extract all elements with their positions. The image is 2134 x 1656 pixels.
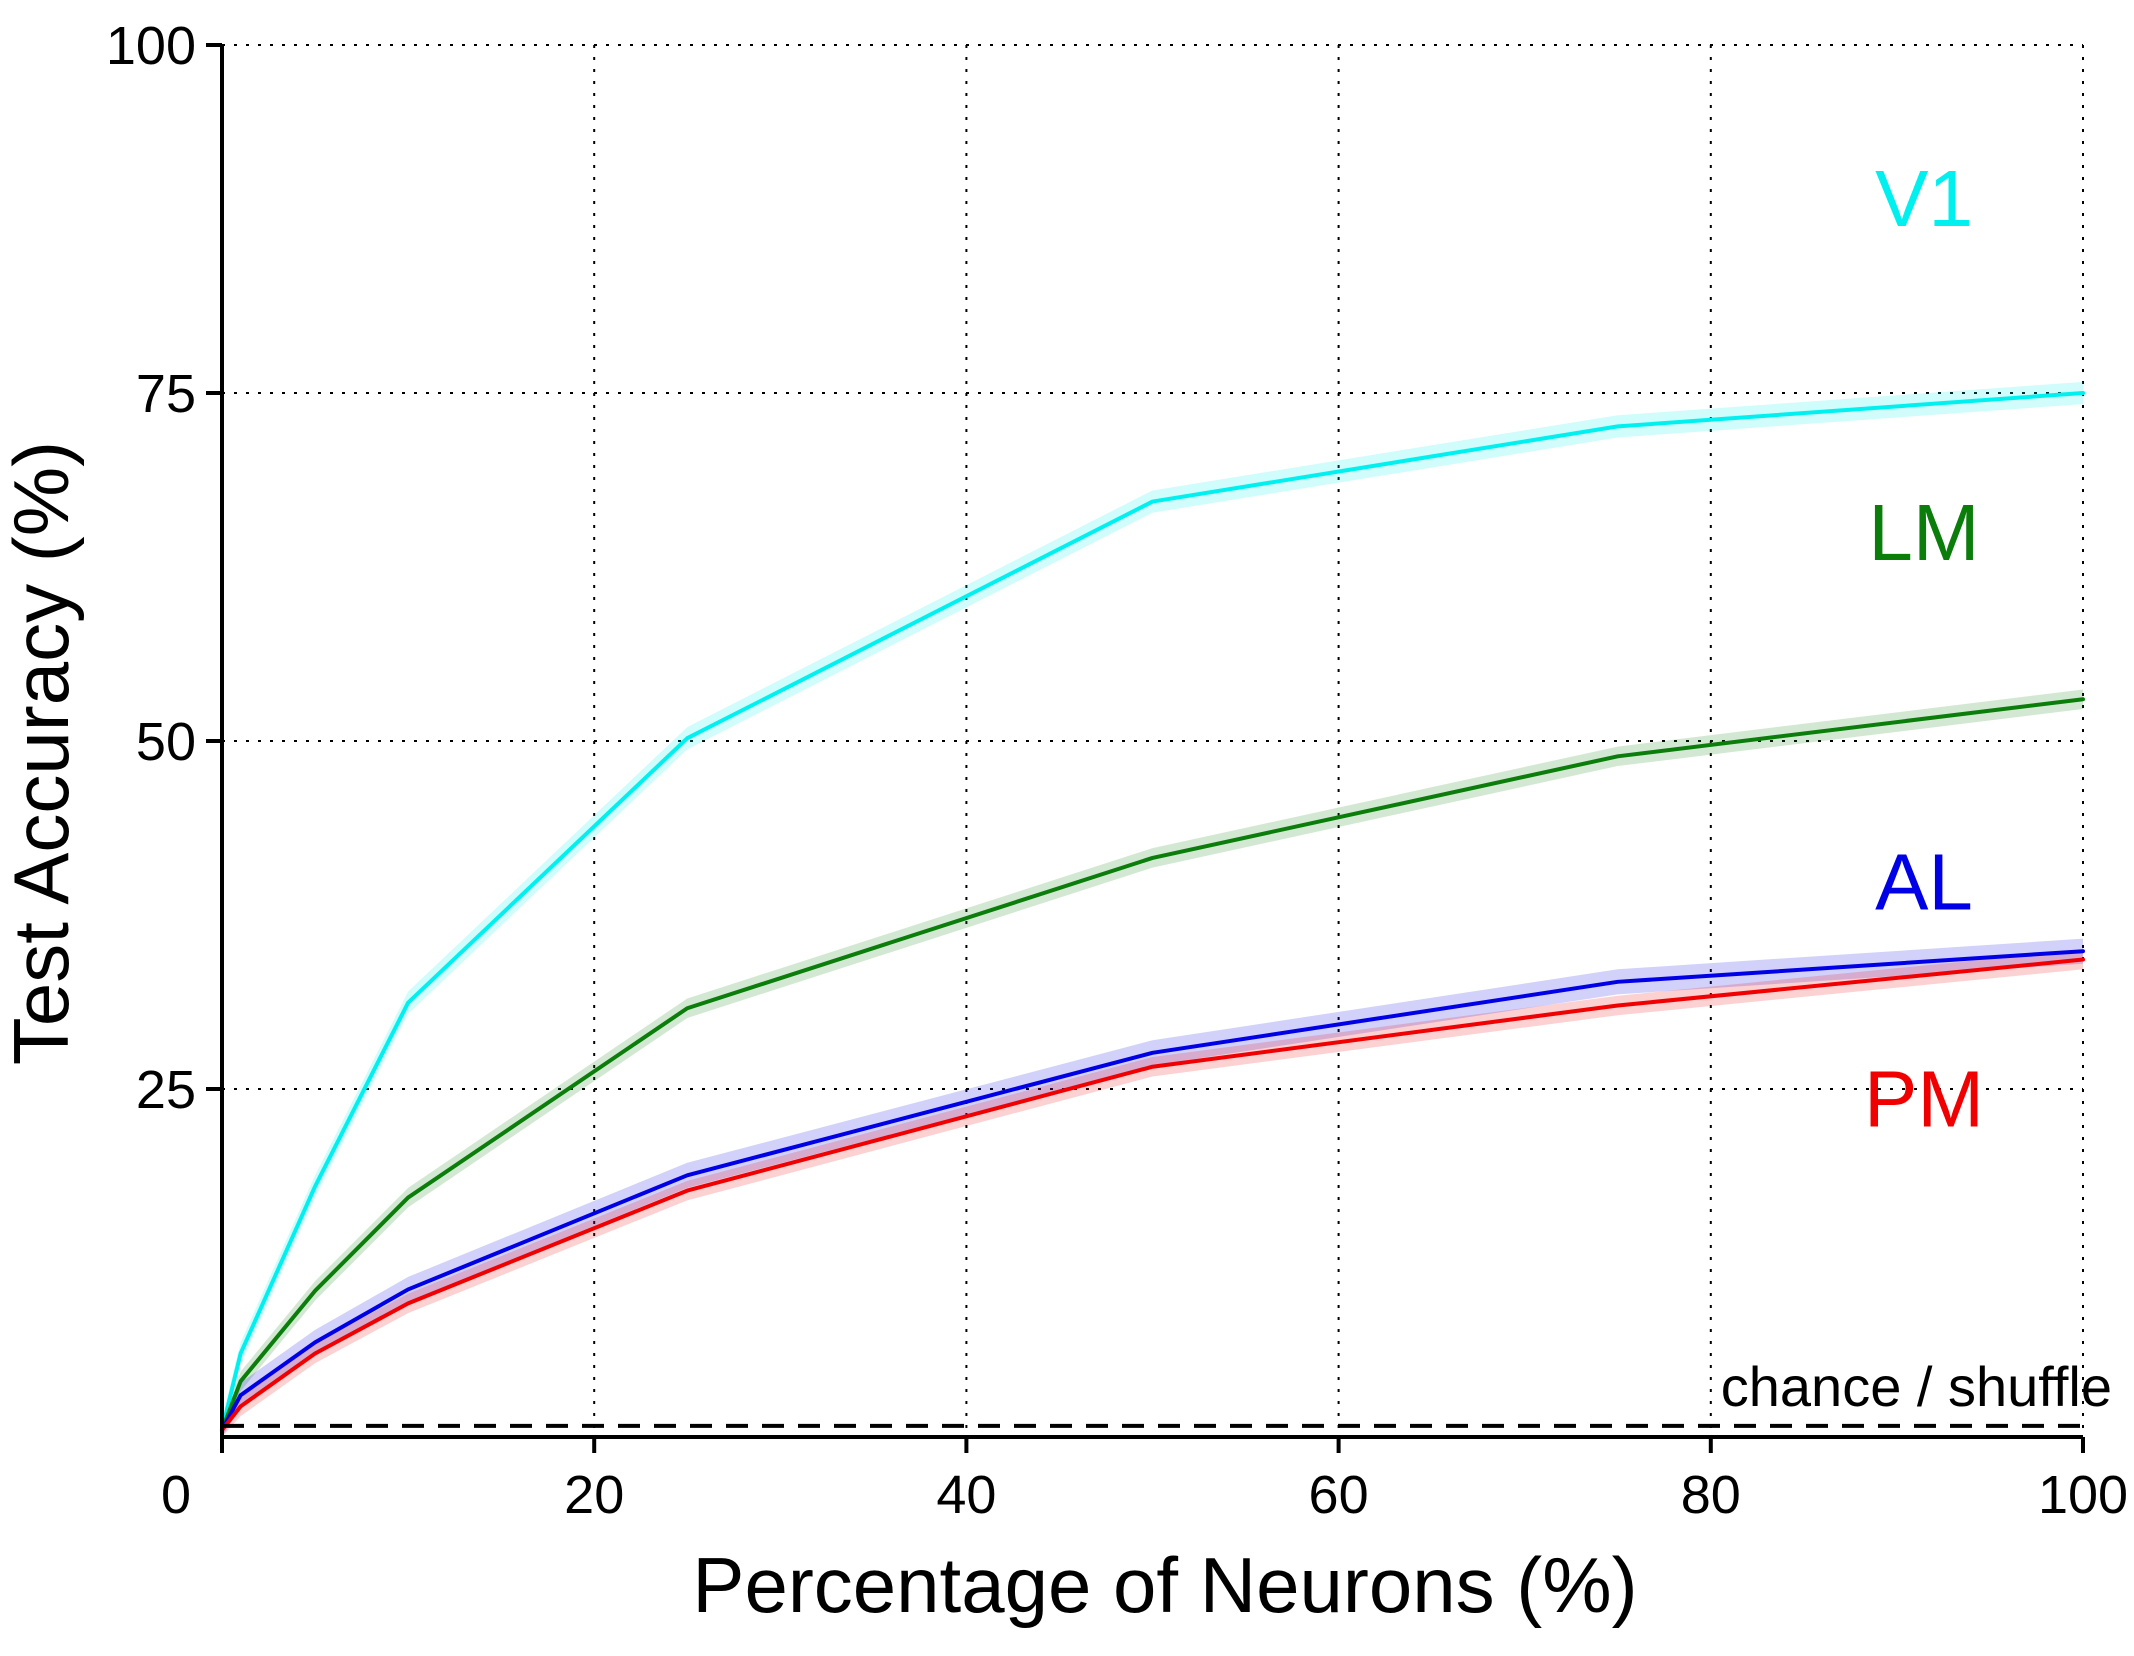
series-lines <box>220 391 2085 1433</box>
y-tick-label: 100 <box>106 16 196 76</box>
series-line-pm <box>220 957 2085 1433</box>
error-bands <box>222 381 2083 1437</box>
grid <box>222 44 2084 1437</box>
series-label-lm: LM <box>1868 488 1979 577</box>
axes <box>206 43 2085 1453</box>
error-band-lm <box>222 689 2083 1437</box>
series-label-al: AL <box>1875 838 1973 927</box>
y-tick-label: 75 <box>136 364 196 424</box>
y-tick-label: 50 <box>136 712 196 772</box>
tick-labels: 25 50 75 100 0 20 40 60 80 100 <box>106 16 2128 1525</box>
series-line-v1 <box>220 391 2085 1433</box>
series-labels: V1 LM AL PM <box>1864 154 1984 1144</box>
y-axis-title: Test Accuracy (%) <box>0 441 85 1065</box>
x-tick-label: 100 <box>2038 1465 2128 1525</box>
x-tick-label: 40 <box>936 1465 996 1525</box>
chance-shuffle-annotation: chance / shuffle <box>1721 1355 2112 1418</box>
series-label-v1: V1 <box>1875 154 1973 243</box>
x-axis-title: Percentage of Neurons (%) <box>692 1541 1637 1629</box>
series-line-lm <box>220 697 2085 1433</box>
x-tick-label: 80 <box>1681 1465 1741 1525</box>
x-tick-label: 20 <box>564 1465 624 1525</box>
y-tick-label: 25 <box>136 1060 196 1120</box>
x-tick-label: 0 <box>161 1465 191 1525</box>
x-tick-label: 60 <box>1309 1465 1369 1525</box>
series-line-al <box>220 949 2085 1433</box>
series-label-pm: PM <box>1864 1055 1984 1144</box>
